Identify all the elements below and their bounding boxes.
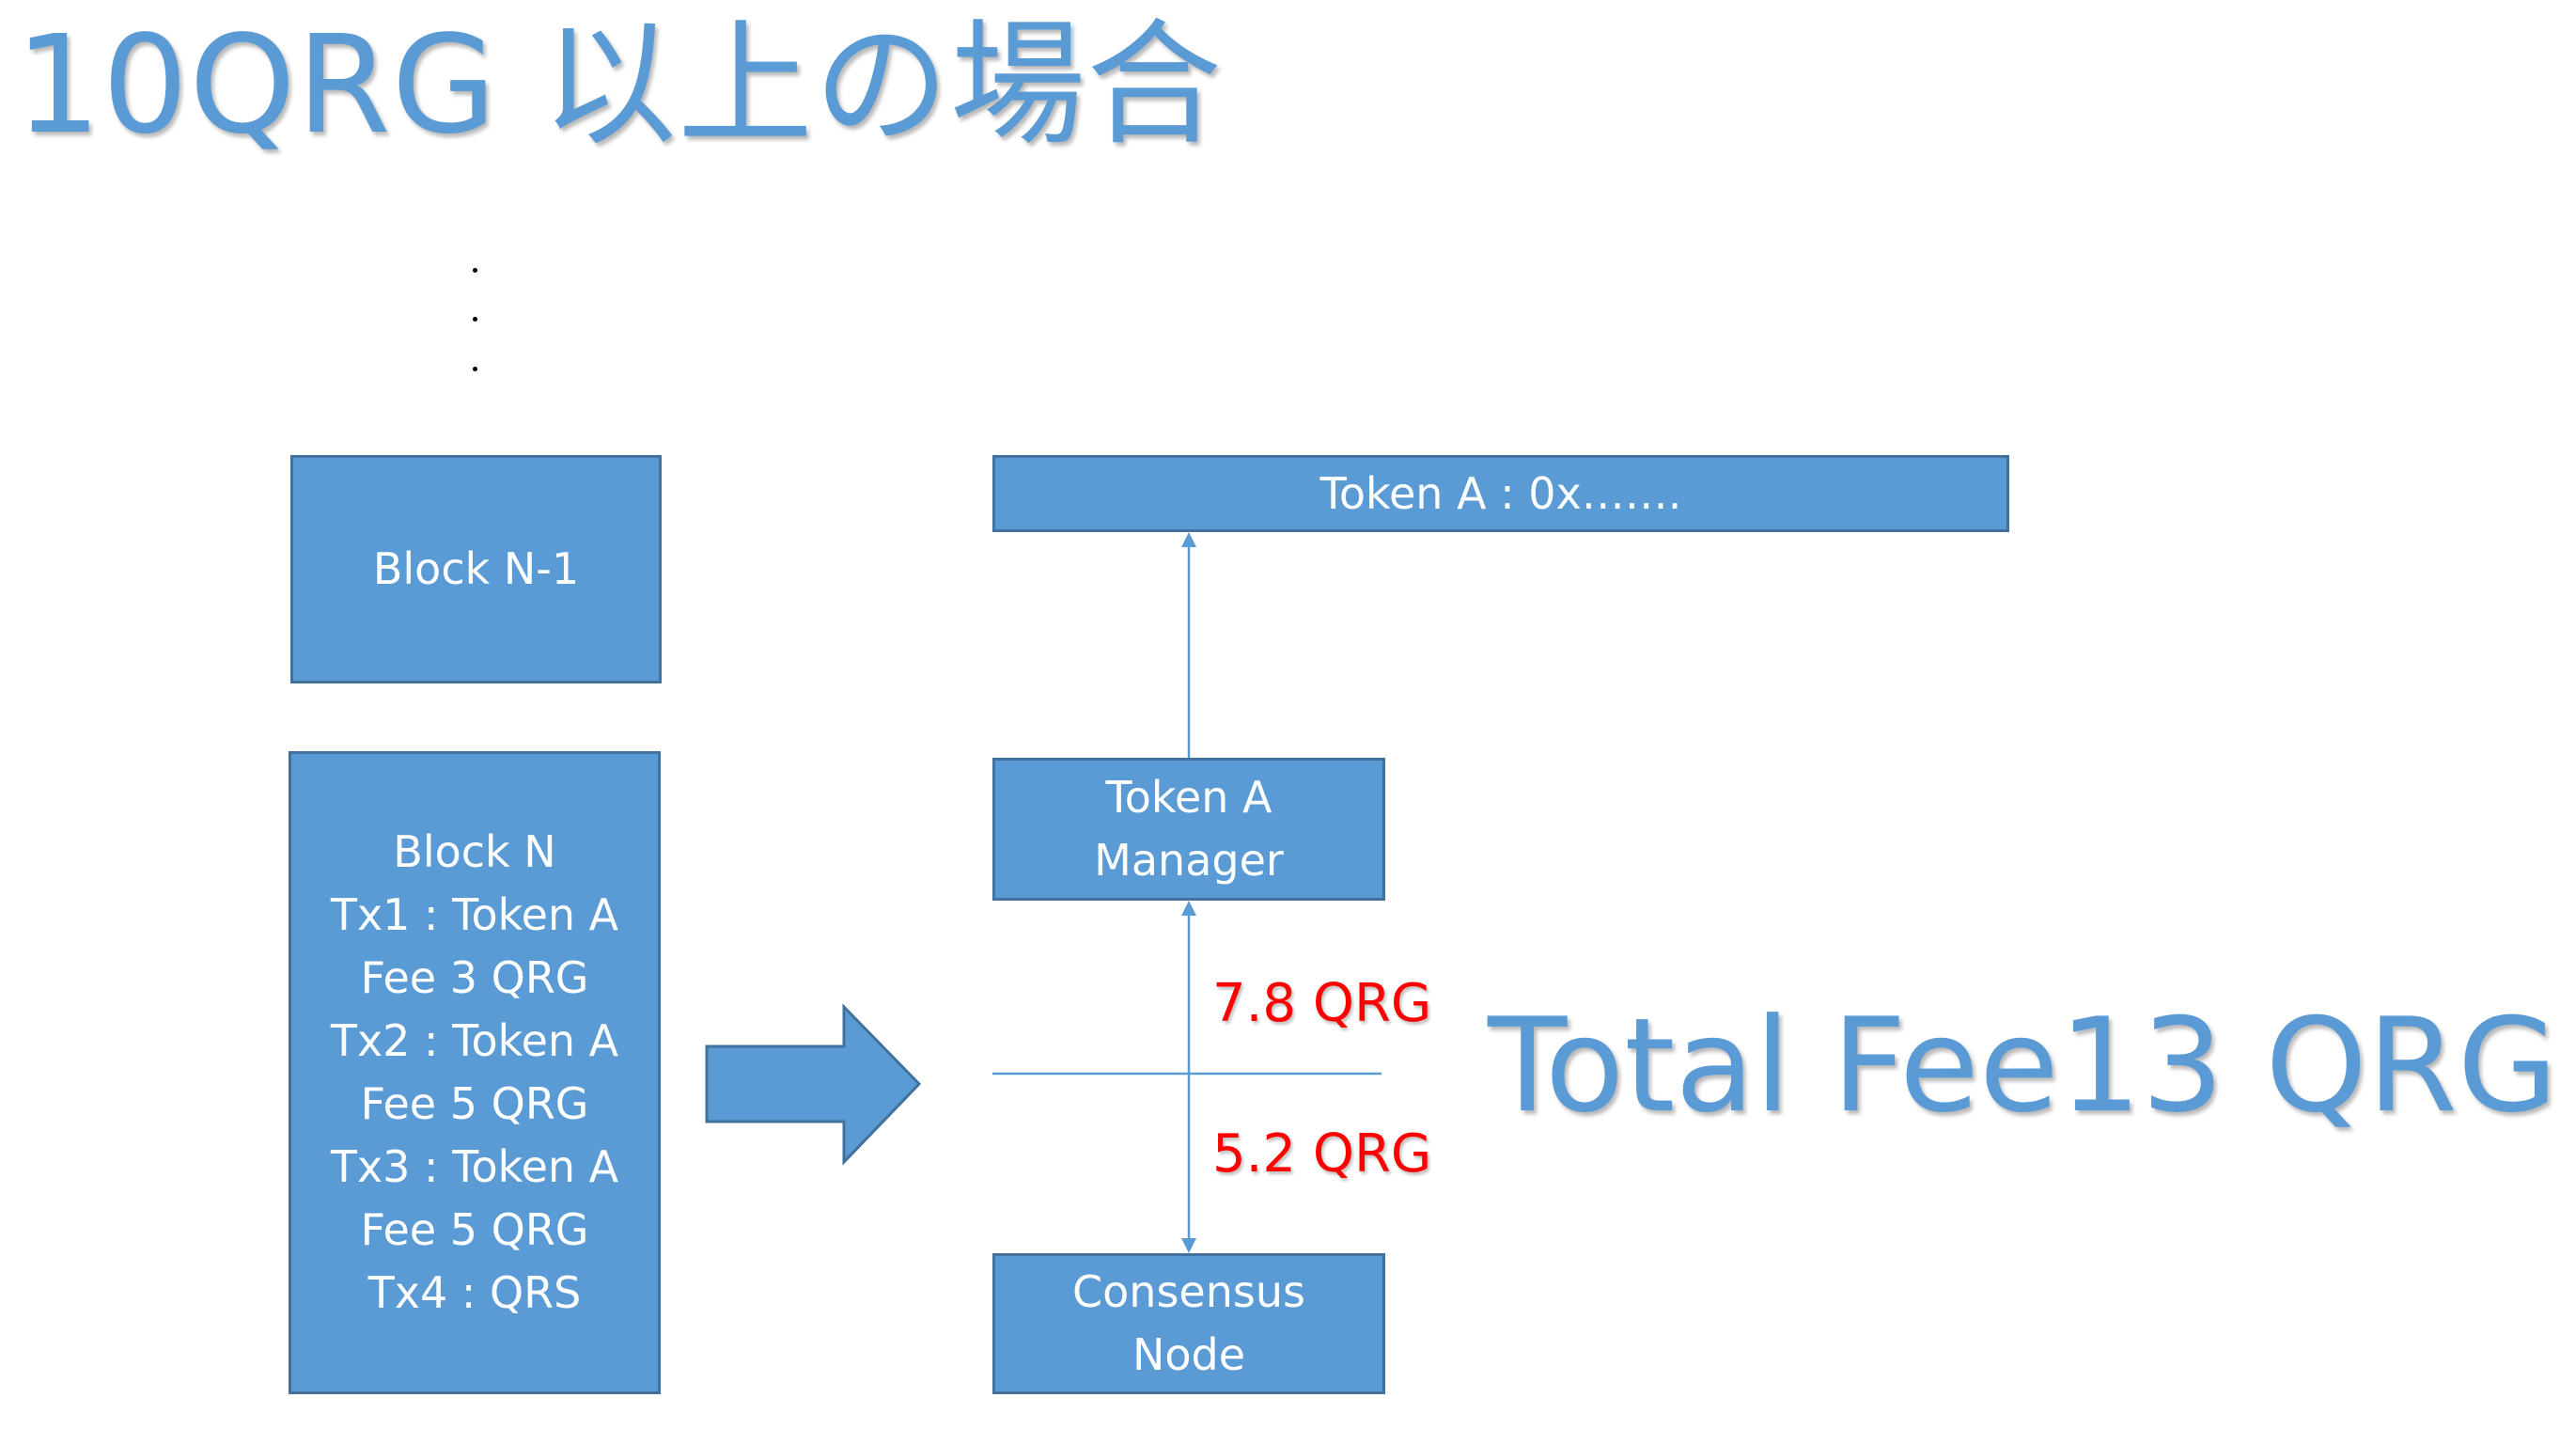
block-n-line: Fee 5 QRG (360, 1078, 589, 1129)
block-n-line: Block N (393, 826, 556, 877)
block-n-line: Fee 3 QRG (360, 952, 589, 1003)
ellipsis-dot-3 (473, 367, 477, 371)
block-n-line: Tx4 : QRS (367, 1267, 582, 1318)
block-n-line: Tx1 : Token A (330, 889, 619, 940)
block-n-line: Tx2 : Token A (330, 1015, 619, 1066)
consensus-node-line: Node (1132, 1329, 1246, 1380)
arrowhead-down-consensus (1181, 1238, 1196, 1253)
block-n: Block N Tx1 : Token A Fee 3 QRG Tx2 : To… (289, 751, 661, 1394)
consensus-node-line: Consensus (1072, 1266, 1305, 1317)
block-n-line: Tx3 : Token A (330, 1141, 619, 1192)
token-address-box: Token A : 0x……. (992, 455, 2009, 532)
arrowhead-up-token (1181, 532, 1196, 547)
block-n-minus-1-label: Block N-1 (372, 543, 580, 594)
token-manager-box: Token A Manager (992, 758, 1385, 901)
ellipsis-dot-2 (473, 317, 477, 322)
block-n-minus-1: Block N-1 (290, 455, 662, 683)
total-fee-label: Total Fee13 QRG (1488, 990, 2558, 1141)
token-manager-line: Token A (1105, 772, 1272, 823)
ellipsis-dot-1 (473, 268, 477, 273)
consensus-node-box: Consensus Node (992, 1253, 1385, 1394)
arrowhead-up-manager (1181, 901, 1196, 916)
lower-fee-label: 5.2 QRG (1212, 1123, 1432, 1185)
block-n-line: Fee 5 QRG (360, 1204, 589, 1255)
token-address-label: Token A : 0x……. (1319, 467, 1682, 519)
slide-title: 10QRG 以上の場合 (15, 6, 1223, 164)
big-right-arrow (705, 1003, 922, 1166)
token-manager-line: Manager (1094, 835, 1284, 886)
upper-fee-label: 7.8 QRG (1212, 973, 1432, 1034)
